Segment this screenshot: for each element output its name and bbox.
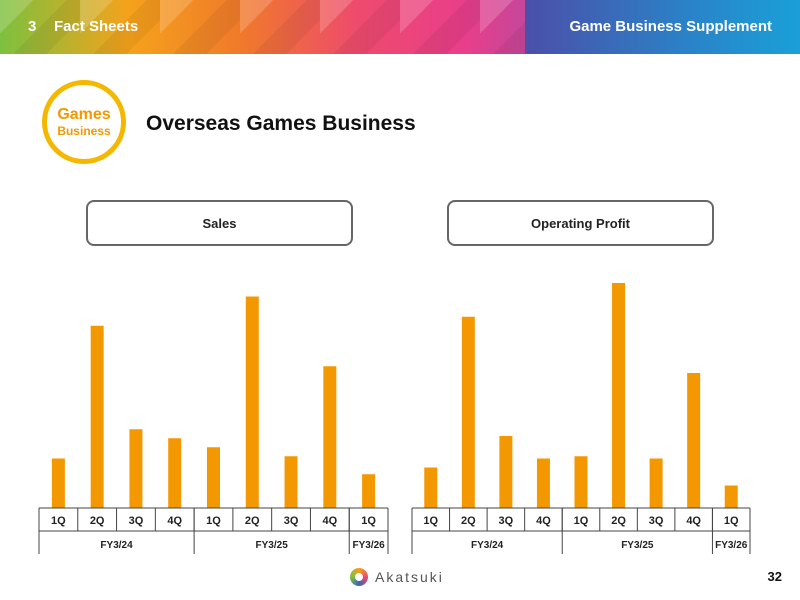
operating-profit-group-label: FY3/26 [715,540,748,551]
sales-bar [323,366,337,508]
sales-bar [168,438,182,508]
sales-bar [284,456,298,508]
akatsuki-logo: Akatsuki [350,566,460,588]
operating-profit-bar [461,316,475,508]
banner-right-panel [525,0,800,54]
operating-profit-bar [499,436,513,508]
akatsuki-logo-icon [350,568,368,586]
sales-bar [207,447,220,508]
section-title: Fact Sheets [54,18,139,35]
operating-profit-category-label: 2Q [611,515,626,527]
sales-category-label: 3Q [129,515,144,527]
akatsuki-logo-text: Akatsuki [375,569,444,585]
sales-category-label: 1Q [51,515,66,527]
operating-profit-category-label: 1Q [423,515,438,527]
operating-profit-group-label: FY3/25 [621,540,654,551]
operating-profit-bar [424,467,438,508]
operating-profit-bar [687,373,701,508]
operating-profit-category-label: 3Q [649,515,664,527]
sales-group-label: FY3/24 [100,540,133,551]
section-number: 3 [28,18,37,35]
sales-bar [129,429,143,508]
sales-bar [245,296,259,508]
operating-profit-bar [649,458,663,508]
page-number: 32 [767,569,782,584]
games-business-badge: Games Business [42,80,126,164]
operating-profit-category-label: 2Q [461,515,476,527]
operating-profit-category-label: 1Q [574,515,589,527]
operating-profit-category-label: 4Q [686,515,701,527]
sales-group-label: FY3/25 [256,540,289,551]
sales-bar [51,458,65,508]
sales-bar [90,325,104,508]
badge-line2: Business [57,124,111,138]
sales-category-label: 2Q [245,515,260,527]
sales-category-label: 3Q [284,515,299,527]
operating-profit-category-label: 3Q [499,515,514,527]
operating-profit-bar [612,283,626,508]
header-banner: 3 Fact Sheets Game Business Supplement [0,0,800,54]
supplement-title: Game Business Supplement [569,18,772,35]
operating-profit-category-label: 1Q [724,515,739,527]
sales-category-label: 1Q [206,515,221,527]
page-title: Overseas Games Business [146,112,416,135]
sales-category-label: 1Q [361,515,376,527]
operating-profit-bar [536,458,550,508]
sales-category-label: 4Q [322,515,337,527]
sales-bar [362,474,376,508]
operating-profit-chart-header: Operating Profit [447,200,714,246]
sales-category-label: 2Q [90,515,105,527]
operating-profit-bar [724,485,738,508]
sales-category-label: 4Q [167,515,182,527]
sales-chart-header: Sales [86,200,353,246]
operating-profit-category-label: 4Q [536,515,551,527]
operating-profit-bar [574,456,588,508]
operating-profit-group-label: FY3/24 [471,540,504,551]
sales-group-label: FY3/26 [352,540,385,551]
badge-line1: Games [57,106,111,123]
